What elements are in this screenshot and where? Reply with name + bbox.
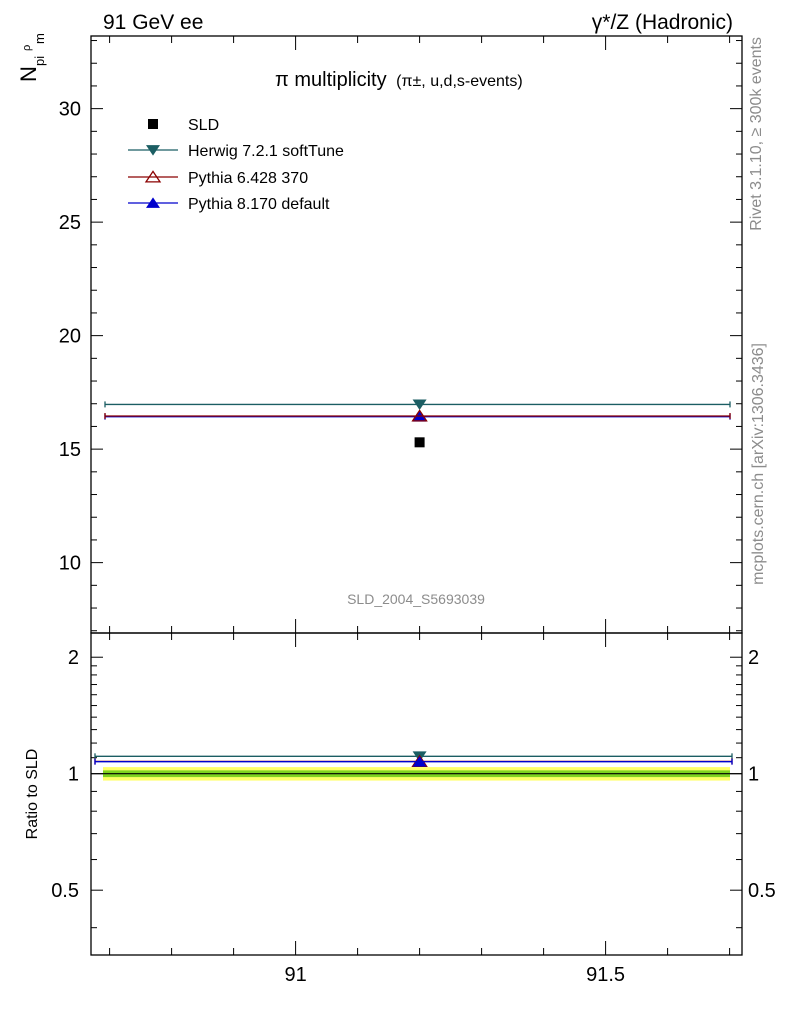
y-tick-label: 15 <box>59 439 81 461</box>
data-point <box>412 399 427 411</box>
rivet-label: Rivet 3.1.10, ≥ 300k events <box>748 37 765 231</box>
y-label-n: N <box>16 66 41 82</box>
ratio-plot: 0.5 0.5 1 1 2 2 91 91.5 <box>51 632 776 986</box>
main-plot-title: π multiplicity (π±, u,d,s-events) <box>275 69 523 91</box>
ratio-data-point <box>412 756 427 767</box>
y-label-sup: ρ <box>21 45 33 51</box>
ratio-y-tick-label-right: 0.5 <box>748 880 776 902</box>
ratio-y-tick-label: 1 <box>68 764 79 786</box>
title-sub: (π±, u,d,s-events) <box>396 73 523 90</box>
legend-label: SLD <box>188 117 219 134</box>
main-y-axis-label: N pi ρ m <box>16 33 47 82</box>
legend-item: SLD <box>148 117 219 134</box>
ratio-plot-frame <box>90 632 743 956</box>
y-tick-label: 20 <box>59 326 81 348</box>
legend-marker <box>146 145 160 156</box>
header-energy-label: 91 GeV ee <box>103 11 203 34</box>
legend-item: Pythia 6.428 370 <box>128 170 308 187</box>
legend-label: Pythia 6.428 370 <box>188 170 308 187</box>
ratio-y-axis-label: Ratio to SLD <box>24 749 41 840</box>
ratio-y-tick-label-right: 2 <box>748 647 759 669</box>
header-process-label: γ*/Z (Hadronic) <box>592 11 733 34</box>
main-plot: 10 15 20 25 30 <box>59 35 743 634</box>
legend-item: Herwig 7.2.1 softTune <box>128 143 344 160</box>
legend-marker <box>148 119 158 129</box>
analysis-watermark: SLD_2004_S5693039 <box>347 591 485 607</box>
y-tick-label: 30 <box>59 99 81 121</box>
y-label-m: m <box>32 33 47 44</box>
legend-item: Pythia 8.170 default <box>128 196 330 213</box>
ratio-y-tick-label: 2 <box>68 647 79 669</box>
y-tick-label: 10 <box>59 553 81 575</box>
y-tick-label: 25 <box>59 212 81 234</box>
title-main: π multiplicity <box>275 69 387 91</box>
ratio-y-tick-label-right: 1 <box>748 764 759 786</box>
mcplots-label: mcplots.cern.ch [arXiv:1306.3436] <box>750 343 767 585</box>
x-tick-label: 91 <box>284 964 306 986</box>
legend-label: Pythia 8.170 default <box>188 196 330 213</box>
legend-marker <box>144 170 162 183</box>
x-tick-label: 91.5 <box>586 964 625 986</box>
legend-marker <box>146 197 160 208</box>
legend-label: Herwig 7.2.1 softTune <box>188 143 344 160</box>
y-label-sub: pi <box>32 56 47 66</box>
ratio-y-tick-label: 0.5 <box>51 880 79 902</box>
legend: SLD Herwig 7.2.1 softTune Pythia 6.428 370… <box>128 117 344 213</box>
data-point <box>411 409 428 422</box>
data-point <box>414 437 425 448</box>
